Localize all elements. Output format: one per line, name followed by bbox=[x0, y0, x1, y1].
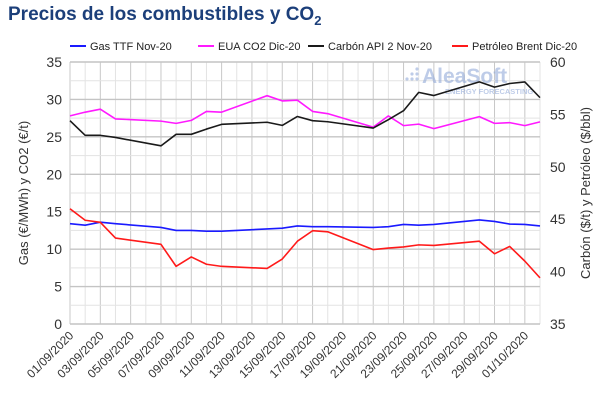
title-text: Precios de los combustibles y CO bbox=[8, 4, 315, 25]
series-line-3 bbox=[69, 208, 541, 279]
left-y-tick-label: 20 bbox=[46, 166, 62, 182]
right-y-tick-label: 40 bbox=[550, 264, 566, 280]
watermark-logo: AleaSoft ENERGY FORECASTING bbox=[405, 65, 533, 96]
legend-label: Petróleo Brent Dic-20 bbox=[472, 41, 577, 53]
left-y-tick-label: 5 bbox=[54, 279, 62, 295]
legend-label: Carbón API 2 Nov-20 bbox=[328, 41, 432, 53]
left-y-tick-label: 35 bbox=[46, 54, 62, 70]
watermark-tagline: ENERGY FORECASTING bbox=[445, 87, 533, 96]
series-line-1 bbox=[69, 94, 541, 130]
series-line-2 bbox=[69, 81, 541, 147]
legend: Gas TTF Nov-20 EUA CO2 Dic-20 Carbón API 2… bbox=[70, 41, 577, 53]
left-y-axis-label: Gas (€/MWh) y CO2 (€/t) bbox=[16, 121, 31, 265]
left-y-tick-label: 25 bbox=[46, 129, 62, 145]
grid bbox=[69, 61, 541, 325]
right-y-tick-label: 45 bbox=[550, 211, 566, 227]
series-lines bbox=[69, 81, 541, 279]
legend-label: EUA CO2 Dic-20 bbox=[218, 41, 301, 53]
logo-dots-icon bbox=[405, 67, 419, 81]
legend-label: Gas TTF Nov-20 bbox=[90, 41, 172, 53]
left-y-tick-label: 0 bbox=[54, 316, 62, 332]
series-line-0 bbox=[69, 219, 541, 232]
watermark-brand: AleaSoft bbox=[422, 65, 507, 88]
right-y-axis-label: Carbón ($/t) y Petróleo ($/bbl) bbox=[578, 107, 593, 279]
right-y-tick-label: 50 bbox=[550, 159, 566, 175]
chart-title: Precios de los combustibles y CO2 bbox=[8, 4, 321, 28]
right-y-tick-label: 55 bbox=[550, 106, 566, 122]
axes: 0510152025303535404550556001/09/202003/0… bbox=[16, 54, 593, 381]
left-y-tick-label: 30 bbox=[46, 91, 62, 107]
title-subscript: 2 bbox=[314, 12, 322, 28]
left-y-tick-label: 15 bbox=[46, 204, 62, 220]
right-y-tick-label: 35 bbox=[550, 316, 566, 332]
left-y-tick-label: 10 bbox=[46, 241, 62, 257]
right-y-tick-label: 60 bbox=[550, 54, 566, 70]
